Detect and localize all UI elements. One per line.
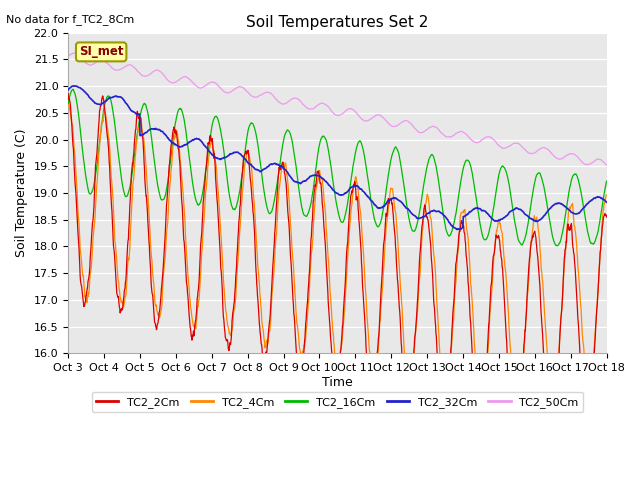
Text: No data for f_TC2_8Cm: No data for f_TC2_8Cm [6,14,134,25]
Text: SI_met: SI_met [79,46,124,59]
Title: Soil Temperatures Set 2: Soil Temperatures Set 2 [246,15,429,30]
Y-axis label: Soil Temperature (C): Soil Temperature (C) [15,129,28,257]
Legend: TC2_2Cm, TC2_4Cm, TC2_16Cm, TC2_32Cm, TC2_50Cm: TC2_2Cm, TC2_4Cm, TC2_16Cm, TC2_32Cm, TC… [92,392,583,412]
X-axis label: Time: Time [322,376,353,389]
